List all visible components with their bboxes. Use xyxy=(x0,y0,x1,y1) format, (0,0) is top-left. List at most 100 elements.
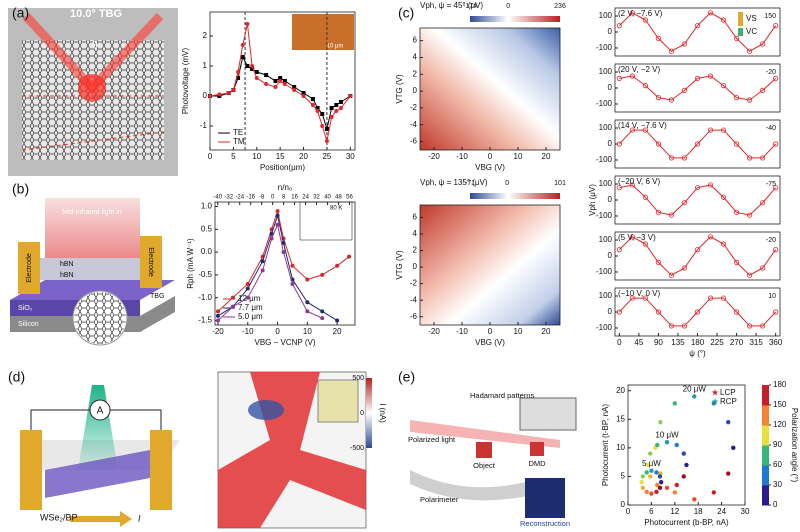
inset-label: 10 xyxy=(768,293,776,300)
marker xyxy=(733,95,740,101)
plot-frame xyxy=(209,11,356,151)
marker xyxy=(305,300,310,305)
y-tick-label: 100 xyxy=(599,11,613,20)
marker xyxy=(668,212,675,218)
y-tick-label: 1.0 xyxy=(201,202,213,211)
x-tick-label: 5 xyxy=(231,152,236,161)
series-line xyxy=(618,236,777,276)
x2-tick-label: 56 xyxy=(346,195,353,201)
x-tick-label: 0 xyxy=(626,507,631,516)
marker xyxy=(338,106,343,111)
y-tick-label: 0 xyxy=(608,139,613,148)
y-tick-label: 4 xyxy=(413,229,418,238)
layer-label: hBN xyxy=(60,272,74,279)
marker xyxy=(207,94,212,99)
marker xyxy=(655,259,662,265)
marker xyxy=(616,185,622,191)
marker xyxy=(278,79,283,84)
point xyxy=(644,470,649,475)
marker xyxy=(236,76,241,80)
marker xyxy=(629,73,635,79)
series-label: 5 μW xyxy=(642,459,661,468)
subplot-title: (20 V, −2 V) xyxy=(618,65,661,74)
marker xyxy=(260,259,265,264)
y-tick-label: -0.5 xyxy=(198,270,212,279)
x2-tick-label: 0 xyxy=(271,195,275,201)
marker xyxy=(747,272,753,278)
marker xyxy=(250,64,255,69)
y-axis-label: Photocurrent (t-BP, nA) xyxy=(601,404,610,486)
marker xyxy=(290,281,295,286)
x-tick-label: -20 xyxy=(428,327,440,336)
series-line xyxy=(619,75,776,101)
layer-label: hBN xyxy=(60,261,74,268)
colorbar-segment xyxy=(762,425,769,446)
marker xyxy=(655,141,662,147)
y-tick-label: 100 xyxy=(599,291,613,300)
marker xyxy=(720,241,727,247)
x2-tick-label: 48 xyxy=(335,195,342,201)
colorbar-tick-label: 500 xyxy=(352,375,364,382)
y-tick-label: 0.5 xyxy=(201,224,213,233)
panel-label: (b) xyxy=(12,181,29,197)
meter-label: A xyxy=(97,406,104,417)
x2-tick-label: -8 xyxy=(259,195,265,201)
marker xyxy=(315,106,320,110)
marker xyxy=(245,21,250,26)
subplot-title: (2 V, −7.6 V) xyxy=(618,9,663,18)
setup-label: DMD xyxy=(528,459,546,468)
marker xyxy=(329,115,334,120)
x-tick-label: 270 xyxy=(730,338,744,347)
x-tick-label: 18 xyxy=(694,507,703,516)
x-axis-label: Photocurrent (b-BP, nA) xyxy=(644,518,729,527)
marker xyxy=(245,281,250,286)
point xyxy=(672,490,677,495)
marker xyxy=(215,309,220,314)
marker xyxy=(681,87,688,94)
colorbar xyxy=(470,193,560,199)
x-tick-label: 45 xyxy=(634,338,643,347)
y-tick-label: -2 xyxy=(410,279,418,288)
point xyxy=(726,471,731,476)
x-tick-label: 0 xyxy=(208,152,213,161)
marker xyxy=(642,241,648,247)
marker xyxy=(301,91,306,95)
marker xyxy=(282,79,287,83)
series-label: 20 μW xyxy=(683,385,707,394)
point xyxy=(674,442,679,448)
marker xyxy=(290,263,295,268)
legend-label: VS xyxy=(746,14,757,23)
point xyxy=(649,491,654,496)
marker xyxy=(348,94,353,99)
layer-label: SiO₂ xyxy=(18,305,33,312)
point xyxy=(731,445,736,451)
marker xyxy=(733,309,740,315)
point xyxy=(681,474,686,479)
x-tick-label: -10 xyxy=(456,327,468,336)
setup-label: Polarimeter xyxy=(420,495,459,504)
setup-label: Object xyxy=(473,461,496,470)
marker xyxy=(338,100,343,104)
current-label: I xyxy=(138,513,141,523)
y-tick-label: 0 xyxy=(608,195,613,204)
colorbar-segment xyxy=(762,385,769,406)
colorbar-segment xyxy=(762,485,769,506)
marker xyxy=(292,85,297,89)
y-tick-label: -100 xyxy=(596,43,613,52)
y-tick-label: 0 xyxy=(621,500,626,509)
x-tick-label: -20 xyxy=(212,327,224,336)
marker xyxy=(694,247,701,253)
angle-label: θ xyxy=(92,41,98,52)
point xyxy=(640,474,646,479)
marker xyxy=(629,234,635,240)
marker xyxy=(733,35,740,42)
panel-e-illustration xyxy=(410,397,577,518)
y-axis-label: VTG (V) xyxy=(395,250,404,280)
marker xyxy=(642,194,648,200)
marker xyxy=(320,272,325,277)
colorbar-title: Vph, ψ = 45° (μV) xyxy=(420,1,483,10)
colorbar-segment xyxy=(762,405,769,426)
colorbar-tick-label: 0 xyxy=(505,180,509,187)
colorbar-tick-label: 0 xyxy=(506,3,510,10)
